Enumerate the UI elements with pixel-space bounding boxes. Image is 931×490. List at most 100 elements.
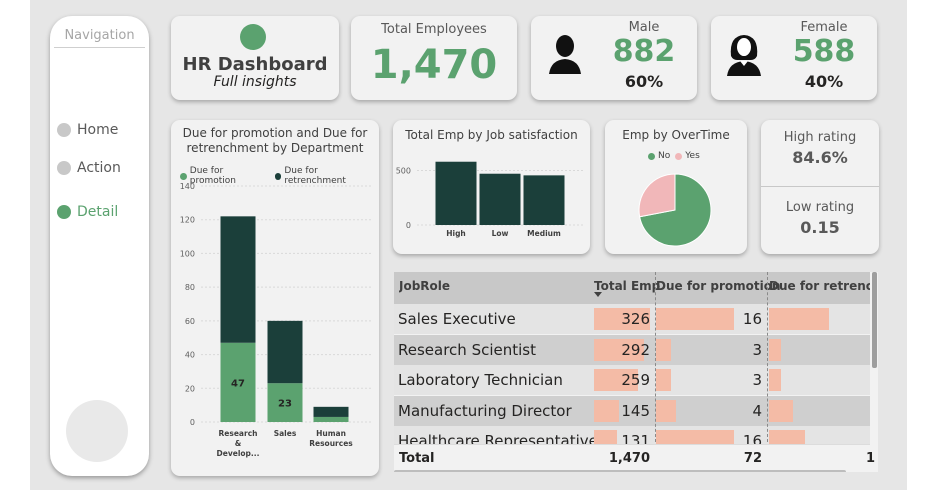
y-tick-label: 500 <box>396 166 411 175</box>
bar-data-label: 23 <box>278 399 292 410</box>
y-tick-label: 120 <box>180 216 195 225</box>
footer-promotion: 72 <box>743 451 762 466</box>
y-tick-label: 20 <box>185 384 195 393</box>
bar-due-retrenchment <box>769 369 781 391</box>
column-divider <box>655 272 656 442</box>
bar-total-emp <box>594 399 619 422</box>
total-employees-card: Total Employees 1,470 <box>351 16 517 100</box>
nav-action[interactable]: Action <box>57 160 121 176</box>
cell-due-promotion: 16 <box>742 310 762 328</box>
rating-divider <box>761 186 879 187</box>
y-tick-label: 0 <box>190 418 195 427</box>
table-row[interactable]: Manufacturing Director 145 4 <box>394 395 870 426</box>
department-chart-title: Due for promotion and Due for retrenchme… <box>182 126 368 155</box>
logo-circle-icon <box>240 24 266 50</box>
radio-dot-icon <box>57 161 71 175</box>
table-horizontal-scrollbar[interactable] <box>394 470 846 472</box>
total-employees-value: 1,470 <box>370 42 498 88</box>
nav-circle-button[interactable] <box>66 400 128 462</box>
x-category-label: Sales <box>274 429 297 438</box>
y-tick-label: 140 <box>180 182 195 191</box>
x-category-label: Research <box>219 429 258 438</box>
male-card: Male 882 60% <box>531 16 697 100</box>
legend-no-label: No <box>658 151 671 161</box>
nav-detail[interactable]: Detail <box>57 204 118 220</box>
cell-total-emp: 145 <box>621 401 650 420</box>
legend-promotion-label: Due for promotion <box>189 166 237 186</box>
x-category-label: Medium <box>527 229 561 238</box>
x-category-label: & <box>235 439 242 448</box>
male-value: 882 <box>612 34 676 69</box>
footer-label: Total <box>399 451 435 466</box>
bar-due-promotion <box>656 369 671 391</box>
legend-retrenchment-label: Due for retrenchment <box>284 166 346 186</box>
table-header: JobRole Total Emp Due for promotion Due … <box>394 272 870 304</box>
bar-due-promotion <box>656 338 671 361</box>
female-person-icon <box>727 35 761 76</box>
footer-retrenchment: 1 <box>866 451 876 466</box>
y-tick-label: 40 <box>185 351 195 360</box>
female-value: 588 <box>792 34 856 69</box>
legend-retrenchment-swatch <box>274 172 282 180</box>
female-title: Female <box>800 20 848 35</box>
cell-jobrole: Laboratory Technician <box>398 371 563 389</box>
table-row[interactable]: Research Scientist 292 3 <box>394 334 870 365</box>
bar-due-retrenchment <box>769 308 829 330</box>
header-due-retrenchment[interactable]: Due for retrenchm <box>769 279 870 293</box>
header-due-promotion[interactable]: Due for promotion <box>656 279 781 293</box>
column-divider <box>767 272 768 442</box>
department-bar-chart: 0 20 40 60 80 100 120 140 47 Research&Develop... 2… <box>180 182 371 458</box>
table-footer: Total 1,470 72 1 <box>394 444 875 472</box>
cell-jobrole: Manufacturing Director <box>398 401 572 420</box>
high-rating-label: High rating <box>783 130 857 145</box>
y-tick-label: 100 <box>180 249 195 258</box>
department-chart-legend: Due for promotion Due for retrenchment <box>175 166 379 186</box>
rating-card: High rating 84.6% Low rating 0.15 <box>761 120 879 254</box>
x-category-label: Low <box>492 229 509 238</box>
overtime-legend: No Yes <box>643 151 700 161</box>
header-total-emp[interactable]: Total Emp <box>594 279 661 293</box>
table-vertical-scrollbar[interactable] <box>872 272 877 368</box>
header-card: HR Dashboard Full insights <box>171 16 339 100</box>
overtime-card: Emp by OverTime No Yes <box>605 120 747 254</box>
female-percent: 40% <box>804 72 844 91</box>
table-row[interactable]: Sales Executive 326 16 <box>394 304 870 334</box>
cell-total-emp: 292 <box>621 340 650 359</box>
cell-due-promotion: 4 <box>752 401 762 420</box>
job-satisfaction-bar <box>479 173 521 225</box>
footer-total: 1,470 <box>608 451 650 466</box>
legend-yes-swatch <box>675 152 683 160</box>
nav-home[interactable]: Home <box>57 122 118 138</box>
cell-due-promotion: 3 <box>752 371 762 389</box>
y-tick-label: 60 <box>185 317 195 326</box>
low-rating-value: 0.15 <box>800 218 840 237</box>
bar-promotion <box>267 383 303 422</box>
legend-yes-label: Yes <box>685 151 700 161</box>
bar-retrenchment <box>267 320 303 384</box>
jobrole-table: JobRole Total Emp Due for promotion Due … <box>394 272 878 472</box>
cell-total-emp: 326 <box>621 310 650 328</box>
nav-home-label: Home <box>77 122 119 138</box>
header-jobrole[interactable]: JobRole <box>399 279 451 293</box>
cell-due-promotion: 3 <box>752 340 762 359</box>
nav-detail-label: Detail <box>77 204 119 220</box>
navigation-title: Navigation <box>54 28 145 48</box>
y-tick-label: 0 <box>406 221 411 230</box>
bar-total-emp <box>594 369 638 391</box>
navigation-panel: Navigation Home Action Detail <box>50 16 149 476</box>
bar-retrenchment <box>313 406 349 417</box>
dashboard-subtitle: Full insights <box>213 74 297 90</box>
sort-descending-icon[interactable] <box>594 292 602 298</box>
job-satisfaction-bar <box>435 161 477 225</box>
radio-dot-icon <box>57 205 71 219</box>
bar-due-retrenchment <box>769 338 781 361</box>
cell-total-emp: 259 <box>621 371 650 389</box>
legend-no-swatch <box>648 152 655 160</box>
cell-jobrole: Sales Executive <box>398 310 516 328</box>
x-category-label: Resources <box>309 439 353 448</box>
x-category-label: High <box>446 229 466 238</box>
low-rating-label: Low rating <box>785 200 855 215</box>
high-rating-value: 84.6% <box>792 148 848 167</box>
table-row[interactable]: Laboratory Technician 259 3 <box>394 365 870 395</box>
bar-promotion <box>313 416 349 422</box>
